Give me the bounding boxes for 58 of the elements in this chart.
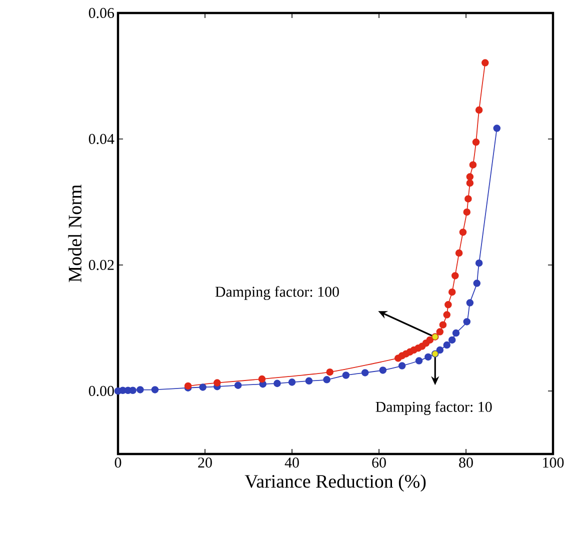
point [464,195,472,202]
point [466,179,474,187]
point [136,386,144,394]
point [444,301,452,308]
point [426,336,434,344]
x-tick-label: 80 [459,458,473,468]
point [459,228,467,236]
point [466,299,474,306]
point [151,386,159,394]
point [379,366,387,374]
point [424,353,432,361]
y-tick-label: 0.04 [88,134,114,144]
point [472,138,480,146]
point [415,357,423,364]
x-tick-label: 20 [198,458,212,468]
x-tick-label: 100 [543,458,564,468]
point [443,341,450,349]
x-tick-label: 40 [284,458,299,468]
point [451,272,459,280]
point [258,375,266,383]
y-axis-title: Model Norm [68,184,82,282]
point [463,318,471,326]
point [448,336,456,344]
point [482,59,489,66]
point [305,377,313,385]
point [288,378,296,386]
annotation: Damping factor: 100 [215,286,339,300]
point [475,106,483,114]
point [463,208,471,216]
point [466,173,474,180]
point [326,368,334,376]
annotation: Damping factor: 10 [376,401,492,415]
point [469,161,477,168]
point [214,379,221,386]
point [129,386,136,394]
point [443,311,450,318]
x-tick-label: 0 [114,458,122,468]
point [361,369,369,376]
x-tick-label: 60 [372,458,386,468]
point [473,280,481,287]
point [452,329,460,337]
point [436,346,444,354]
point [199,384,206,391]
point [448,288,456,296]
point [455,249,463,257]
point [274,380,281,388]
x-axis-title: Variance Reduction (%) [244,474,426,492]
point [436,328,444,336]
y-tick-label: 0.00 [88,386,114,396]
y-tick-label: 0.06 [88,8,114,18]
point [234,382,242,389]
point [439,321,447,328]
point [493,124,501,132]
point [398,362,406,370]
point [323,376,330,384]
point [342,372,350,379]
point [475,259,483,267]
y-tick-label: 0.02 [88,260,114,270]
